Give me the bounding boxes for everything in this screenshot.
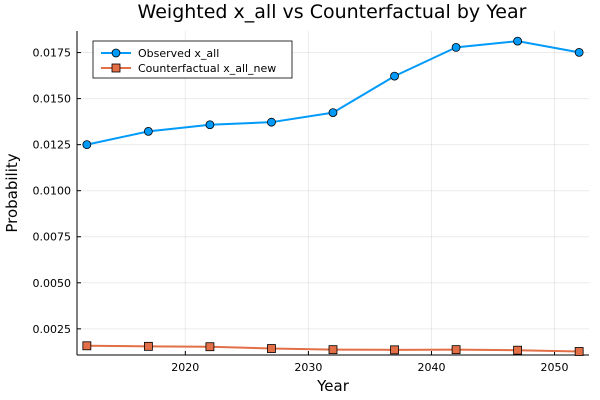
data-point [390,71,399,81]
data-point [390,345,399,355]
grid [77,31,589,355]
y-tick-label: 0.0125 [33,139,72,152]
legend: Observed x_all Counterfactual x_all_new [92,40,293,79]
data-point [451,42,461,52]
x-tick-label: 2030 [294,361,322,374]
y-tick-label: 0.0075 [33,231,72,244]
y-tick-label: 0.0150 [33,93,72,106]
data-point [513,36,523,46]
chart-title: Weighted x_all vs Counterfactual by Year [138,1,527,23]
data-point [574,347,584,356]
data-point [451,345,461,355]
y-tick-label: 0.0175 [33,47,72,60]
y-tick-label: 0.0100 [33,185,72,198]
legend-marker-counterfactual [111,63,121,73]
data-point [82,341,92,351]
series [82,36,584,356]
data-point [143,341,153,351]
y-tick-label: 0.0025 [33,323,72,336]
y-axis-label: Probability [3,153,21,232]
y-tick-label: 0.0050 [33,277,72,290]
data-point [143,126,153,136]
y-ticks: 0.0025 0.0050 0.0075 0.0100 0.0125 0.0150 0.01… [33,47,81,336]
data-point [328,345,338,355]
data-point [205,342,215,352]
data-point [205,120,215,130]
data-point [328,108,338,117]
data-point [267,117,276,127]
x-axis-label: Year [316,377,350,395]
legend-marker-observed [111,48,121,58]
x-tick-label: 2050 [541,361,569,374]
axes [76,31,589,356]
data-point [513,345,523,355]
legend-label-observed: Observed x_all [138,47,219,60]
x-ticks: 2020 2030 2040 2050 [171,351,569,374]
data-point [574,47,584,57]
series-observed [82,36,584,150]
legend-label-counterfactual: Counterfactual x_all_new [138,62,276,75]
x-tick-label: 2040 [417,361,445,374]
legend-box [92,40,293,79]
legend-entry-observed: Observed x_all [101,47,219,60]
series-counterfactual [82,341,584,356]
x-tick-label: 2020 [171,361,199,374]
legend-entry-counterfactual: Counterfactual x_all_new [101,62,276,75]
data-point [82,140,92,150]
data-point [267,344,276,353]
